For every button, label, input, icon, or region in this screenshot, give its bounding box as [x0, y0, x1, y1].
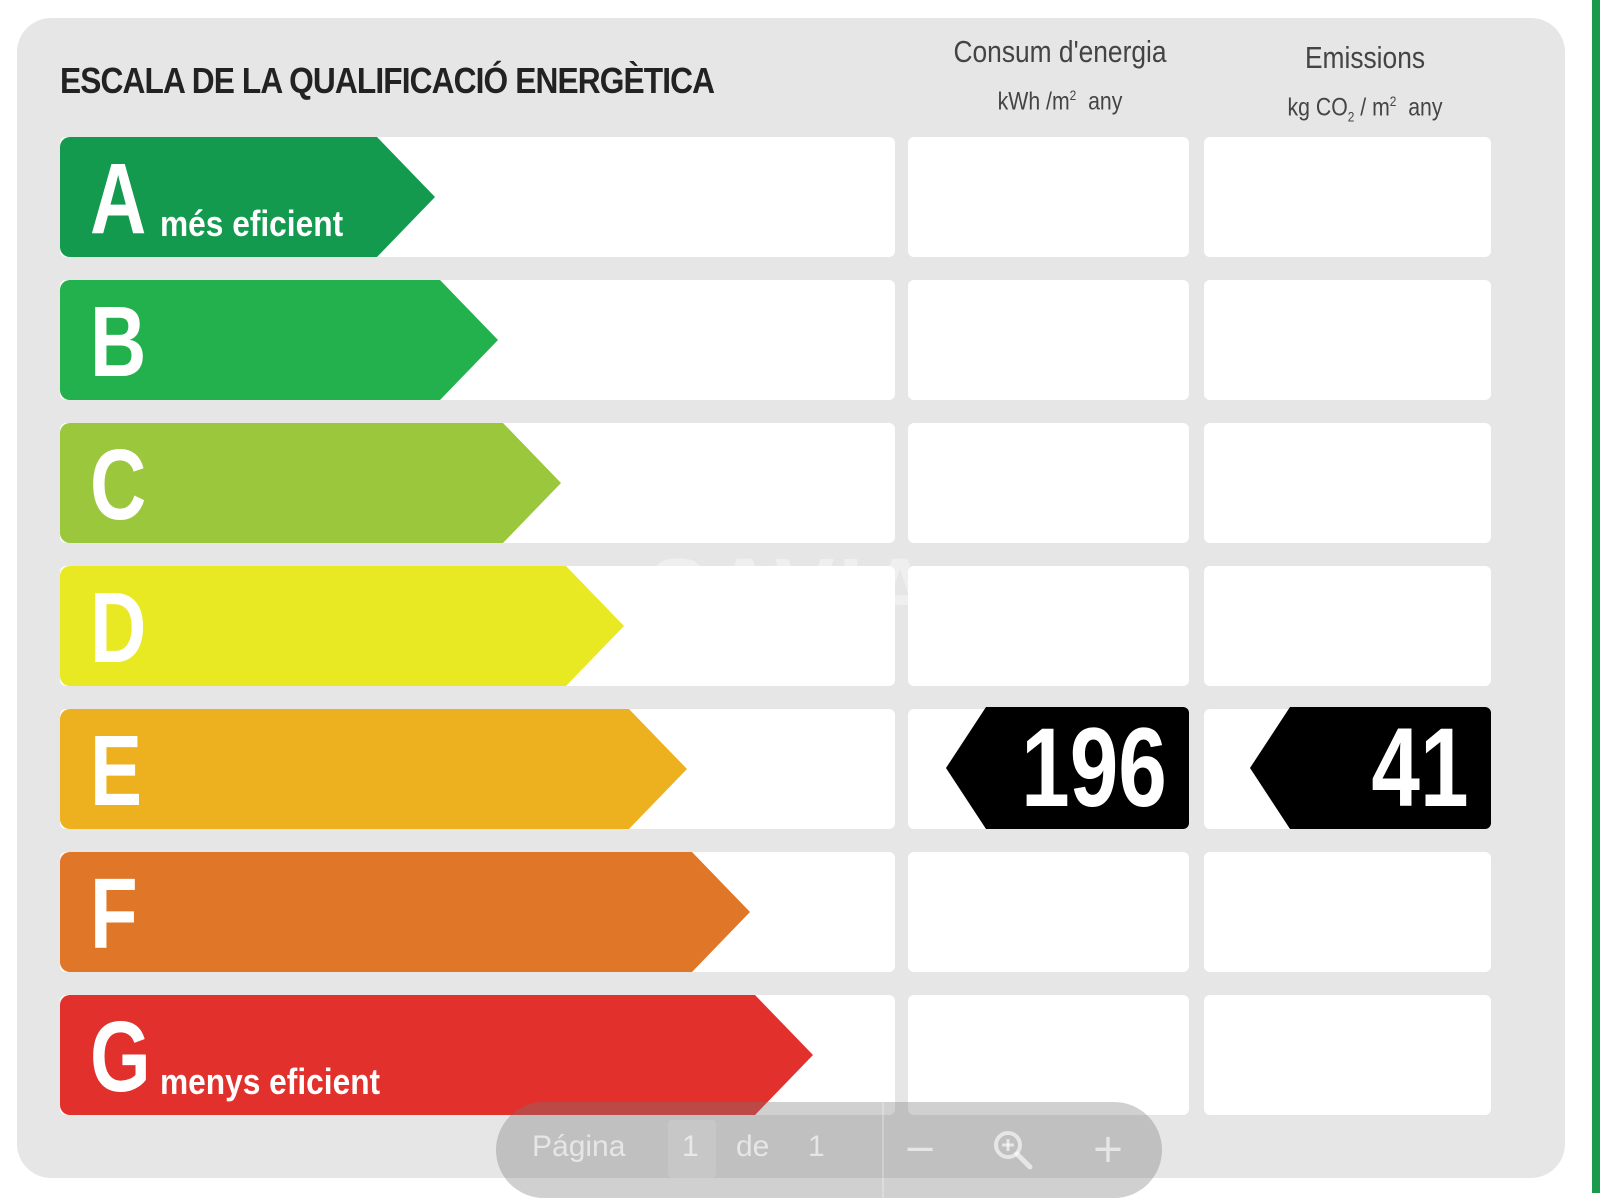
toolbar-divider — [882, 1102, 884, 1198]
energy-value-marker: 196 — [946, 707, 1189, 829]
rating-letter: G — [90, 1001, 151, 1113]
rating-row-b: B — [60, 280, 1491, 400]
emissions-cell — [1204, 280, 1491, 400]
emissions-cell — [1204, 423, 1491, 543]
energy-column-unit: kWh /m2 any — [997, 87, 1123, 116]
rating-row-e: E 196 41 — [60, 707, 1491, 829]
rating-arrow-d: D — [60, 566, 624, 686]
current-page-value: 1 — [682, 1130, 699, 1163]
rating-letter: A — [90, 143, 147, 255]
rating-arrow-b: B — [60, 280, 498, 400]
emissions-column-title: Emissions — [1304, 40, 1426, 75]
energy-cell — [908, 852, 1189, 972]
emissions-cell — [1204, 995, 1491, 1115]
zoom-in-button[interactable]: + — [1091, 1126, 1125, 1172]
pdf-viewer-toolbar: Página 1 de 1 − + — [496, 1102, 1162, 1198]
emissions-cell — [1204, 566, 1491, 686]
rating-letter: F — [90, 858, 138, 970]
emissions-value: 41 — [1371, 705, 1469, 830]
rating-arrow-f: F — [60, 852, 750, 972]
emissions-cell — [1204, 137, 1491, 257]
rating-letter: D — [90, 572, 147, 684]
rating-letter: E — [90, 715, 143, 827]
rating-row-f: F — [60, 852, 1491, 972]
page-label: Página — [532, 1130, 626, 1163]
rating-row-d: D — [60, 566, 1491, 686]
zoom-out-button[interactable]: − — [903, 1126, 937, 1172]
current-page-field[interactable] — [668, 1120, 716, 1178]
energy-cell — [908, 423, 1189, 543]
of-label: de — [736, 1130, 770, 1163]
emissions-column-unit: kg CO2 / m2 any — [1287, 93, 1443, 125]
rating-sublabel: més eficient — [160, 203, 344, 244]
energy-column-header: Consum d'energia kWh /m2 any — [920, 34, 1200, 118]
accent-bar — [1592, 0, 1600, 1193]
rating-sublabel: menys eficient — [160, 1061, 381, 1102]
total-pages-value: 1 — [808, 1130, 825, 1163]
rating-letter: C — [90, 429, 147, 541]
emissions-column-header: Emissions kg CO2 / m2 any — [1225, 40, 1505, 133]
rating-letter: B — [90, 286, 147, 398]
rating-row-c: C — [60, 423, 1491, 543]
energy-cell — [908, 995, 1189, 1115]
energy-column-title: Consum d'energia — [953, 34, 1167, 69]
emissions-cell — [1204, 852, 1491, 972]
emissions-value-marker: 41 — [1250, 707, 1491, 829]
rating-arrow-e: E — [60, 709, 687, 829]
rating-arrow-c: C — [60, 423, 561, 543]
energy-value: 196 — [1021, 705, 1167, 830]
energy-cell — [908, 280, 1189, 400]
energy-cell — [908, 566, 1189, 686]
zoom-icon[interactable] — [988, 1124, 1036, 1174]
energy-cell — [908, 137, 1189, 257]
page-title: ESCALA DE LA QUALIFICACIÓ ENERGÈTICA — [60, 60, 715, 101]
